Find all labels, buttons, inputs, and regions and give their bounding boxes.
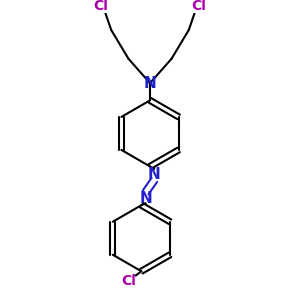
Text: N: N (139, 190, 152, 206)
Text: N: N (144, 76, 156, 91)
Text: Cl: Cl (121, 274, 136, 288)
Text: Cl: Cl (94, 0, 109, 13)
Text: Cl: Cl (191, 0, 206, 13)
Text: N: N (148, 167, 161, 182)
